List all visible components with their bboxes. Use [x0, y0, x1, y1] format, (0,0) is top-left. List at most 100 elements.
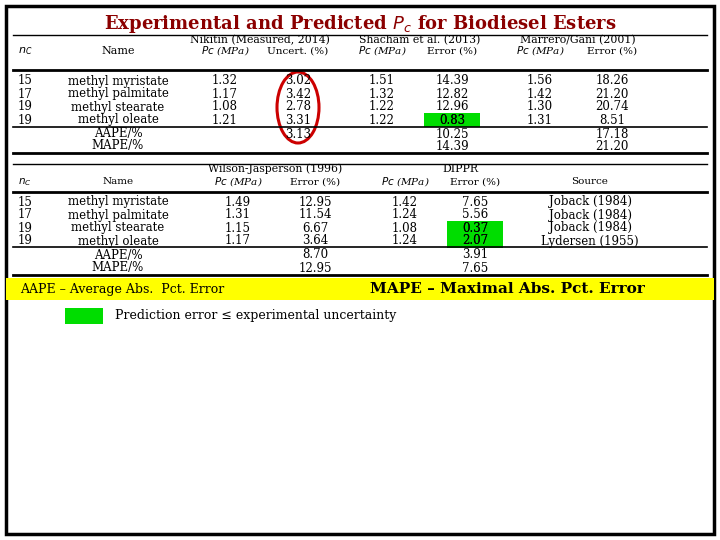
Text: 12.82: 12.82 [436, 87, 469, 100]
Text: Error (%): Error (%) [427, 46, 477, 56]
Text: 1.15: 1.15 [225, 221, 251, 234]
Text: 3.91: 3.91 [462, 248, 488, 261]
Text: 3.42: 3.42 [285, 87, 311, 100]
Text: 17: 17 [17, 87, 32, 100]
Text: 20.74: 20.74 [595, 100, 629, 113]
Text: 14.39: 14.39 [435, 75, 469, 87]
Text: 1.17: 1.17 [212, 87, 238, 100]
Text: methyl oleate: methyl oleate [78, 113, 158, 126]
Text: 15: 15 [17, 195, 32, 208]
Text: Joback (1984): Joback (1984) [549, 195, 631, 208]
Text: 6.67: 6.67 [302, 221, 328, 234]
Text: 0.83: 0.83 [439, 113, 465, 126]
Text: 19: 19 [17, 221, 32, 234]
Text: 1.31: 1.31 [527, 113, 553, 126]
Text: Error (%): Error (%) [450, 178, 500, 186]
Text: 1.51: 1.51 [369, 75, 395, 87]
Text: 10.25: 10.25 [436, 127, 469, 140]
Text: 19: 19 [17, 234, 32, 247]
Text: 12.95: 12.95 [298, 261, 332, 274]
Text: 1.24: 1.24 [392, 208, 418, 221]
Text: $n_C$: $n_C$ [18, 176, 32, 188]
Text: $Pc$ (MPa): $Pc$ (MPa) [516, 44, 564, 57]
Text: MAPE/%: MAPE/% [92, 139, 144, 152]
Text: 11.54: 11.54 [298, 208, 332, 221]
Text: MAPE/%: MAPE/% [92, 261, 144, 274]
Text: Name: Name [102, 178, 134, 186]
Text: methyl palmitate: methyl palmitate [68, 87, 168, 100]
Text: methyl stearate: methyl stearate [71, 100, 165, 113]
Text: Uncert. (%): Uncert. (%) [267, 46, 328, 56]
Text: 0.37: 0.37 [462, 221, 488, 234]
Text: 18.26: 18.26 [595, 75, 629, 87]
Text: 2.78: 2.78 [285, 100, 311, 113]
Text: 1.21: 1.21 [212, 113, 238, 126]
Text: 0.37: 0.37 [462, 221, 488, 234]
Text: 1.56: 1.56 [527, 75, 553, 87]
Text: Experimental and Predicted $P_c$ for Biodiesel Esters: Experimental and Predicted $P_c$ for Bio… [104, 13, 616, 35]
Text: 1.31: 1.31 [225, 208, 251, 221]
Text: Joback (1984): Joback (1984) [549, 208, 631, 221]
Text: $n_C$: $n_C$ [18, 45, 32, 57]
Text: 3.13: 3.13 [285, 127, 311, 140]
Text: Wilson-Jasperson (1996): Wilson-Jasperson (1996) [208, 164, 342, 174]
Text: $Pc$ (MPa): $Pc$ (MPa) [381, 176, 429, 188]
Text: methyl palmitate: methyl palmitate [68, 208, 168, 221]
Text: $Pc$ (MPa): $Pc$ (MPa) [358, 44, 406, 57]
Text: AAPE – Average Abs.  Pct. Error: AAPE – Average Abs. Pct. Error [20, 282, 224, 295]
Text: 1.22: 1.22 [369, 113, 395, 126]
Text: 21.20: 21.20 [595, 139, 629, 152]
Text: Error (%): Error (%) [587, 46, 637, 56]
Text: methyl myristate: methyl myristate [68, 195, 168, 208]
Text: 12.96: 12.96 [436, 100, 469, 113]
Text: 14.39: 14.39 [435, 139, 469, 152]
Text: 1.08: 1.08 [392, 221, 418, 234]
Bar [65, 308, 103, 324]
Text: AAPE/%: AAPE/% [94, 248, 143, 261]
Text: Source: Source [572, 178, 608, 186]
Text: 7.65: 7.65 [462, 195, 488, 208]
Text: methyl myristate: methyl myristate [68, 75, 168, 87]
Text: 1.32: 1.32 [212, 75, 238, 87]
Text: $Pc$ (MPa): $Pc$ (MPa) [214, 176, 262, 188]
Text: Prediction error ≤ experimental uncertainty: Prediction error ≤ experimental uncertai… [115, 309, 397, 322]
Text: 3.64: 3.64 [302, 234, 328, 247]
Text: 1.17: 1.17 [225, 234, 251, 247]
Text: 19: 19 [17, 100, 32, 113]
Text: methyl oleate: methyl oleate [78, 234, 158, 247]
Text: 1.24: 1.24 [392, 234, 418, 247]
Text: 1.32: 1.32 [369, 87, 395, 100]
Text: Name: Name [102, 46, 135, 56]
Text: 8.51: 8.51 [599, 113, 625, 126]
Text: Shacham et al. (2013): Shacham et al. (2013) [359, 35, 481, 45]
Text: Marrero/Gani (2001): Marrero/Gani (2001) [520, 35, 636, 45]
Text: 17: 17 [17, 208, 32, 221]
Text: 1.42: 1.42 [527, 87, 553, 100]
Bar [447, 221, 503, 235]
Text: 1.49: 1.49 [225, 195, 251, 208]
Text: 1.42: 1.42 [392, 195, 418, 208]
Text: Error (%): Error (%) [290, 178, 340, 186]
Text: 19: 19 [17, 113, 32, 126]
Text: 17.18: 17.18 [595, 127, 629, 140]
Text: MAPE – Maximal Abs. Pct. Error: MAPE – Maximal Abs. Pct. Error [370, 282, 644, 296]
Text: DIPPR: DIPPR [442, 164, 478, 174]
Text: Joback (1984): Joback (1984) [549, 221, 631, 234]
Text: 5.56: 5.56 [462, 208, 488, 221]
Bar [447, 234, 503, 248]
Bar [6, 278, 714, 300]
Text: 7.65: 7.65 [462, 261, 488, 274]
Text: 1.30: 1.30 [527, 100, 553, 113]
Text: Lydersen (1955): Lydersen (1955) [541, 234, 639, 247]
Text: 15: 15 [17, 75, 32, 87]
Text: 3.02: 3.02 [285, 75, 311, 87]
Text: Nikitin (Measured, 2014): Nikitin (Measured, 2014) [190, 35, 330, 45]
Text: 3.31: 3.31 [285, 113, 311, 126]
Text: 21.20: 21.20 [595, 87, 629, 100]
Text: 1.22: 1.22 [369, 100, 395, 113]
Text: 12.95: 12.95 [298, 195, 332, 208]
Text: 0.83: 0.83 [439, 113, 465, 126]
Text: 1.08: 1.08 [212, 100, 238, 113]
Text: AAPE/%: AAPE/% [94, 127, 143, 140]
Text: 2.07: 2.07 [462, 234, 488, 247]
